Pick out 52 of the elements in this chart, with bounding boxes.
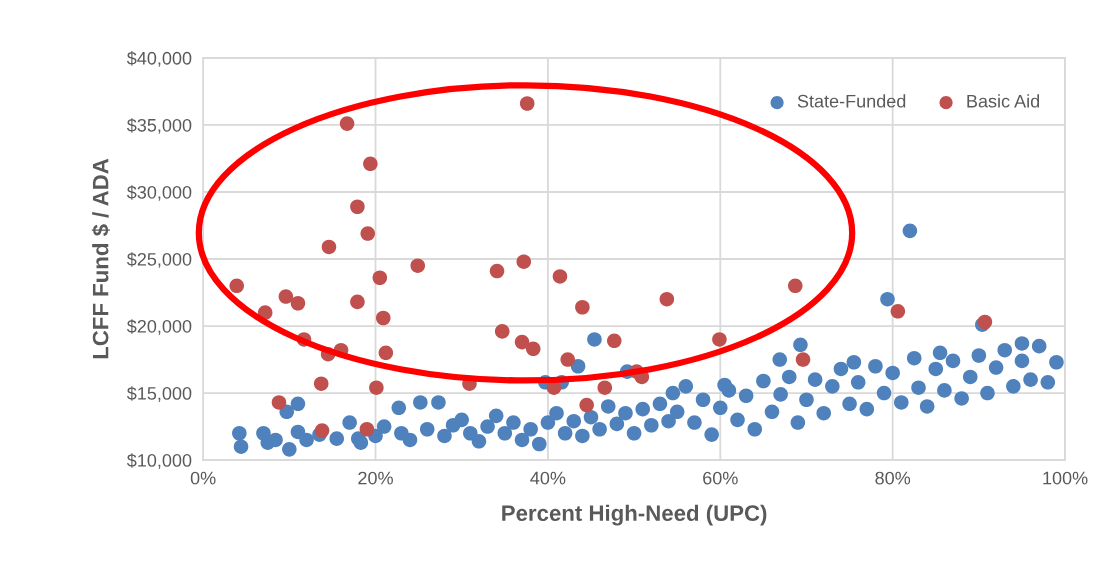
point bbox=[795, 352, 811, 367]
point bbox=[597, 380, 613, 395]
point bbox=[514, 334, 530, 350]
y-axis-title: LCFF Fund $ / ADA bbox=[91, 158, 110, 359]
point bbox=[350, 294, 365, 310]
x-tick-label: 80% bbox=[875, 471, 911, 485]
point bbox=[712, 332, 727, 347]
y-tick-label: $10,000 bbox=[126, 453, 192, 469]
point bbox=[494, 324, 510, 339]
point bbox=[229, 278, 245, 294]
point bbox=[290, 295, 306, 311]
y-tick-label: $35,000 bbox=[126, 118, 192, 134]
y-tick-label: $30,000 bbox=[126, 185, 192, 201]
y-tick-label: $20,000 bbox=[126, 319, 192, 335]
point bbox=[278, 289, 294, 304]
point bbox=[890, 304, 906, 319]
point bbox=[516, 254, 532, 269]
point bbox=[321, 239, 337, 255]
x-tick-label: 20% bbox=[358, 471, 393, 485]
point bbox=[552, 269, 568, 284]
point bbox=[339, 116, 355, 131]
y-tick-label: $25,000 bbox=[126, 252, 192, 268]
point bbox=[313, 376, 329, 391]
point bbox=[363, 156, 378, 172]
point bbox=[560, 352, 576, 367]
point bbox=[359, 421, 375, 437]
point bbox=[360, 226, 376, 241]
x-tick-label: 60% bbox=[703, 471, 738, 485]
point bbox=[606, 333, 622, 349]
point bbox=[575, 299, 590, 315]
point bbox=[350, 199, 365, 215]
x-tick-label: 100% bbox=[1043, 471, 1088, 485]
point bbox=[369, 380, 384, 395]
point bbox=[519, 96, 535, 111]
x-axis-title: Percent High-Need (UPC) bbox=[502, 504, 767, 526]
x-tick-label: 40% bbox=[530, 471, 566, 485]
legend-label: State-Funded bbox=[797, 94, 906, 108]
legend-label: Basic Aid bbox=[967, 94, 1040, 108]
y-tick-label: $40,000 bbox=[126, 51, 192, 67]
point bbox=[378, 345, 394, 361]
point bbox=[375, 310, 391, 326]
point bbox=[659, 291, 675, 307]
y-tick-label: $15,000 bbox=[126, 386, 192, 402]
point bbox=[579, 397, 594, 413]
point bbox=[372, 270, 388, 286]
point bbox=[525, 341, 541, 357]
point bbox=[410, 258, 426, 273]
x-tick-label: 0% bbox=[190, 471, 216, 485]
point bbox=[787, 278, 803, 294]
point bbox=[314, 423, 330, 438]
point bbox=[271, 395, 287, 410]
point bbox=[489, 263, 505, 279]
